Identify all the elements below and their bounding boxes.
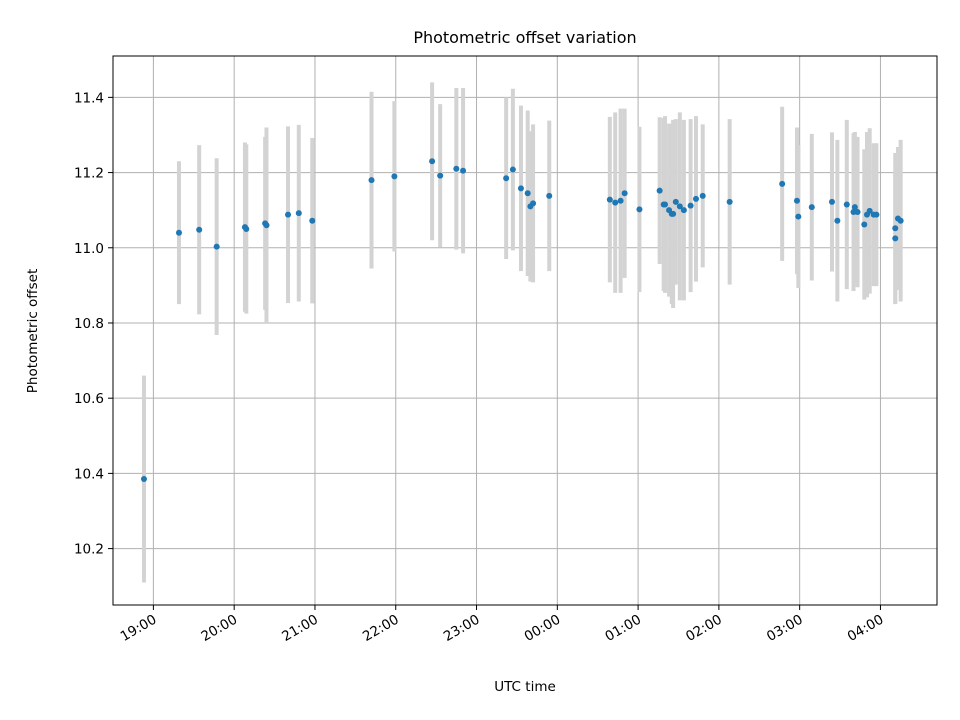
data-point — [662, 201, 669, 208]
data-point — [517, 185, 524, 192]
data-point — [834, 217, 841, 224]
data-point — [295, 210, 302, 217]
data-point — [726, 198, 733, 205]
x-tick-label: 20:00 — [198, 612, 240, 645]
data-point — [196, 226, 203, 233]
y-tick-label: 11.4 — [74, 90, 104, 106]
data-point — [672, 198, 679, 205]
data-point — [524, 190, 531, 197]
x-tick-label: 00:00 — [522, 612, 564, 645]
data-point — [309, 217, 316, 224]
data-point — [612, 199, 619, 206]
data-point — [368, 177, 375, 184]
x-tick-label: 23:00 — [441, 612, 483, 645]
y-tick-label: 10.6 — [74, 391, 104, 407]
y-tick-label: 10.2 — [74, 542, 104, 558]
data-point — [263, 222, 270, 229]
y-tick-label: 11.2 — [74, 166, 104, 182]
data-point — [892, 225, 899, 232]
data-point — [140, 476, 147, 483]
data-point — [437, 172, 444, 179]
data-point — [793, 197, 800, 204]
data-point — [243, 225, 250, 232]
data-point — [391, 173, 398, 180]
data-point — [530, 200, 537, 207]
data-point — [460, 167, 467, 174]
data-point — [213, 243, 220, 250]
data-point — [680, 207, 687, 214]
data-point — [699, 192, 706, 199]
data-point — [453, 165, 460, 172]
data-point — [285, 211, 292, 218]
error-bars — [141, 82, 903, 583]
data-point — [795, 213, 802, 220]
x-tick-label: 21:00 — [279, 612, 321, 645]
data-point — [866, 207, 873, 214]
data-point — [503, 175, 510, 182]
x-tick-label: 01:00 — [602, 612, 644, 645]
data-point — [670, 210, 677, 217]
data-point — [617, 197, 624, 204]
y-tick-label: 10.4 — [74, 466, 104, 482]
data-point — [692, 195, 699, 202]
data-point — [546, 192, 553, 199]
data-point — [175, 229, 182, 236]
data-point — [779, 180, 786, 187]
data-points — [140, 158, 904, 483]
x-axis-label: UTC time — [494, 679, 556, 695]
x-tick-label: 19:00 — [118, 612, 160, 645]
x-tick-label: 22:00 — [360, 612, 402, 645]
data-point — [687, 202, 694, 209]
plot-frame — [112, 55, 938, 606]
data-point — [861, 221, 868, 228]
data-point — [621, 190, 628, 197]
data-point — [843, 201, 850, 208]
data-point — [676, 203, 683, 210]
data-point — [808, 204, 815, 211]
data-point — [892, 235, 899, 242]
data-point — [851, 204, 858, 211]
x-tick-label: 04:00 — [845, 612, 887, 645]
data-point — [429, 158, 436, 165]
data-point — [606, 196, 613, 203]
y-tick-label: 11.0 — [74, 241, 104, 257]
chart-title: Photometric offset variation — [413, 28, 636, 47]
data-point — [636, 206, 643, 213]
y-tick-label: 10.8 — [74, 316, 104, 332]
data-point — [828, 198, 835, 205]
data-point — [509, 166, 516, 173]
data-point — [873, 211, 880, 218]
data-point — [656, 187, 663, 194]
x-tick-label: 03:00 — [764, 612, 806, 645]
data-point — [854, 209, 861, 216]
y-axis-label: Photometric offset — [25, 269, 41, 393]
x-tick-label: 02:00 — [683, 612, 725, 645]
data-point — [897, 217, 904, 224]
